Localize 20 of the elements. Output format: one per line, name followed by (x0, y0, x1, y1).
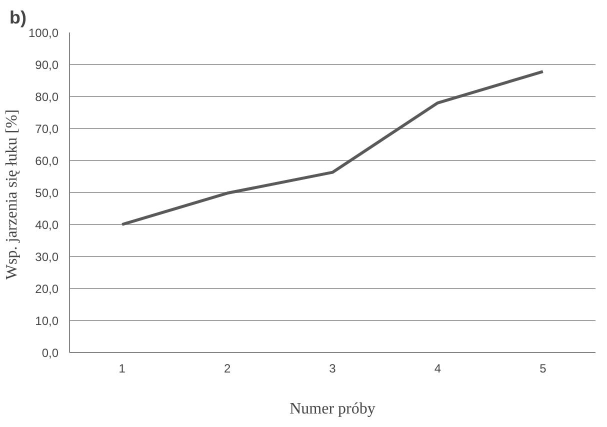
x-tick-label: 4 (434, 362, 442, 376)
x-tick-label: 1 (118, 362, 126, 376)
x-tick-label: 5 (540, 362, 547, 376)
y-axis-title: Wsp. jarzenia się łuku [%] (3, 109, 20, 280)
y-tick-label: 10,0 (35, 314, 59, 328)
line-series (120, 70, 544, 226)
chart-title: b) (10, 8, 26, 28)
x-axis-title: Numer próby (290, 400, 376, 418)
y-tick-label: 40,0 (35, 218, 59, 232)
x-tick-label: 2 (224, 362, 231, 376)
x-tick-label: 3 (329, 362, 336, 376)
y-tick-label: 60,0 (35, 154, 59, 168)
y-tick-label: 90,0 (35, 58, 59, 72)
y-tick-label: 100,0 (28, 26, 59, 40)
y-tick-label: 20,0 (35, 282, 59, 296)
y-tick-label: 30,0 (35, 250, 59, 264)
y-tick-label: 50,0 (35, 186, 59, 200)
y-tick-label: 80,0 (35, 90, 59, 104)
y-tick-label: 70,0 (35, 122, 59, 136)
y-tick-label: 0,0 (42, 346, 59, 360)
